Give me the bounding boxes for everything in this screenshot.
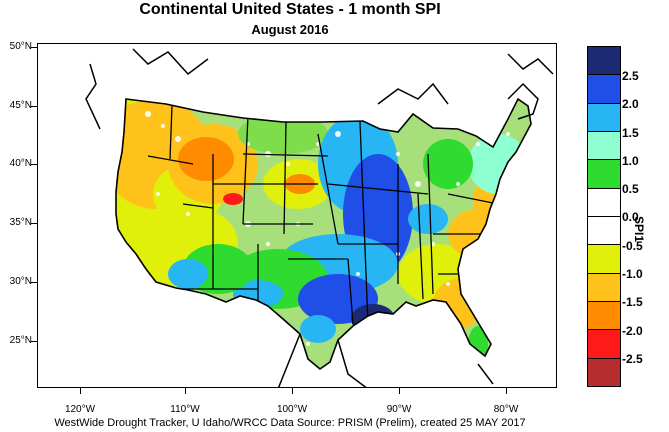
colorbar-swatch xyxy=(588,245,620,274)
colorbar-swatch xyxy=(588,47,620,76)
colorbar-label: 1.0 xyxy=(622,154,639,168)
lat-label-30: 30°N xyxy=(9,276,32,287)
lon-tick xyxy=(399,388,400,394)
data-source-note: WestWide Drought Tracker, U Idaho/WRCC D… xyxy=(54,417,526,429)
colorbar-swatch xyxy=(588,216,620,246)
map-title: Continental United States - 1 month SPI xyxy=(139,1,441,18)
lat-tick xyxy=(31,106,37,107)
colorbar-label: 2.0 xyxy=(622,97,639,111)
spi-colorbar xyxy=(587,46,621,387)
colorbar-swatch xyxy=(588,103,620,132)
colorbar-title: SPI1 xyxy=(632,216,646,243)
lon-tick xyxy=(185,388,186,394)
colorbar-label: 2.5 xyxy=(622,69,639,83)
lat-label-50: 50°N xyxy=(9,41,32,52)
colorbar-swatch xyxy=(588,131,620,161)
colorbar-label: 0.0 xyxy=(622,210,639,224)
lat-label-25: 25°N xyxy=(9,335,32,346)
lat-tick xyxy=(31,341,37,342)
colorbar-label: -2.5 xyxy=(622,352,643,366)
lon-label-100: 100°W xyxy=(276,404,308,415)
lon-label-90: 90°W xyxy=(386,404,412,415)
colorbar-label: -2.0 xyxy=(622,324,643,338)
lat-label-40: 40°N xyxy=(9,158,32,169)
colorbar-swatch xyxy=(588,301,620,331)
lon-label-110: 110°W xyxy=(170,404,200,415)
lon-tick xyxy=(292,388,293,394)
lat-tick xyxy=(31,164,37,165)
state-borders xyxy=(147,105,499,334)
lat-tick xyxy=(31,47,37,48)
colorbar-label: -1.5 xyxy=(622,295,643,309)
lat-label-35: 35°N xyxy=(9,217,32,228)
colorbar-swatch xyxy=(588,188,620,217)
colorbar-swatch xyxy=(588,75,620,104)
coastlines xyxy=(85,48,554,387)
colorbar-label: 1.5 xyxy=(622,126,639,140)
colorbar-swatch xyxy=(588,358,620,386)
lon-tick xyxy=(80,388,81,394)
spi-field xyxy=(116,99,531,369)
colorbar-label: -0.5 xyxy=(622,239,643,253)
colorbar-swatch xyxy=(588,330,620,359)
lon-tick xyxy=(506,388,507,394)
colorbar-swatch xyxy=(588,273,620,302)
lat-label-45: 45°N xyxy=(9,100,32,111)
map-area xyxy=(37,43,557,388)
lat-tick xyxy=(31,223,37,224)
lon-label-120: 120°W xyxy=(64,404,96,415)
map-subtitle: August 2016 xyxy=(251,22,329,37)
colorbar-label: 0.5 xyxy=(622,182,639,196)
lon-label-80: 80°W xyxy=(493,404,519,415)
spi-map xyxy=(85,48,554,387)
lat-tick xyxy=(31,282,37,283)
colorbar-swatch xyxy=(588,160,620,189)
colorbar-label: -1.0 xyxy=(622,267,643,281)
